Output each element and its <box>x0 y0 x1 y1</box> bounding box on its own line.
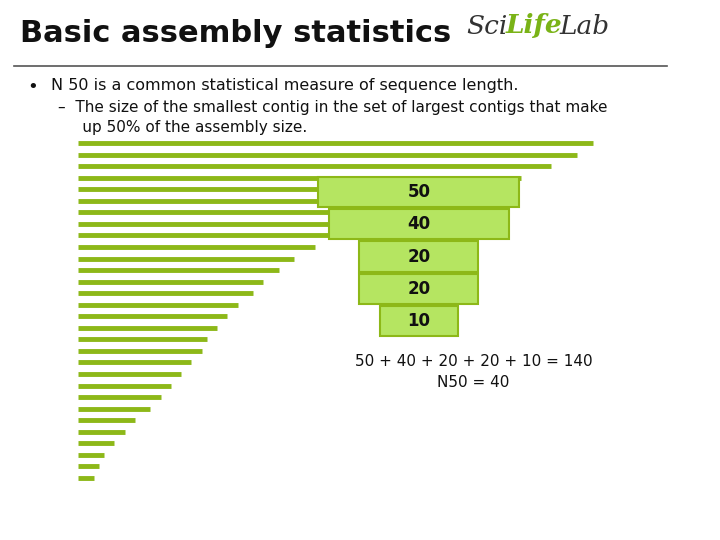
Text: Sci: Sci <box>467 14 508 38</box>
FancyBboxPatch shape <box>328 209 509 239</box>
Text: N 50 is a common statistical measure of sequence length.: N 50 is a common statistical measure of … <box>51 78 518 93</box>
FancyBboxPatch shape <box>379 306 458 336</box>
FancyBboxPatch shape <box>318 177 519 207</box>
Text: Basic assembly statistics: Basic assembly statistics <box>20 19 451 48</box>
Text: Lab: Lab <box>559 14 609 38</box>
Text: 50: 50 <box>408 183 431 201</box>
Text: 20: 20 <box>408 247 431 266</box>
Text: 10: 10 <box>408 312 431 330</box>
Text: Life: Life <box>506 14 562 38</box>
Text: 50 + 40 + 20 + 20 + 10 = 140: 50 + 40 + 20 + 20 + 10 = 140 <box>354 354 592 369</box>
Text: –  The size of the smallest contig in the set of largest contigs that make: – The size of the smallest contig in the… <box>58 100 608 115</box>
Text: 40: 40 <box>408 215 431 233</box>
FancyBboxPatch shape <box>359 241 479 272</box>
Text: N50 = 40: N50 = 40 <box>437 375 510 390</box>
Text: •: • <box>27 78 38 96</box>
Text: 20: 20 <box>408 280 431 298</box>
Text: up 50% of the assembly size.: up 50% of the assembly size. <box>58 120 307 135</box>
FancyBboxPatch shape <box>359 274 479 304</box>
